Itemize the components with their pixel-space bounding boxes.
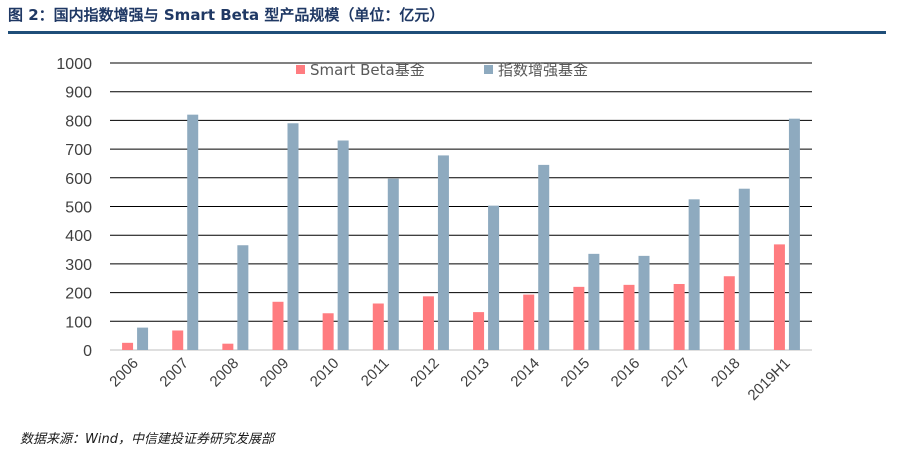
legend-swatch <box>296 65 305 74</box>
bar-smart-beta <box>673 283 685 350</box>
y-tick-label: 900 <box>65 85 92 102</box>
legend-swatch <box>484 65 493 74</box>
x-tick-label: 2018 <box>708 355 744 391</box>
figure-title: 图 2：国内指数增强与 Smart Beta 型产品规模（单位：亿元） <box>8 6 445 24</box>
x-tick-label: 2014 <box>507 355 543 391</box>
bar-index-enhanced <box>738 188 750 350</box>
legend-label: Smart Beta基金 <box>310 61 425 79</box>
bar-smart-beta <box>372 303 384 350</box>
bar-index-enhanced <box>437 155 449 350</box>
title-divider <box>8 31 886 34</box>
bar-smart-beta <box>773 244 785 350</box>
bar-index-enhanced <box>137 327 149 350</box>
y-tick-label: 500 <box>65 200 92 217</box>
y-tick-label: 700 <box>65 142 92 159</box>
x-tick-label: 2012 <box>407 355 443 391</box>
x-tick-label: 2007 <box>156 355 192 391</box>
legend-label: 指数增强基金 <box>498 61 588 79</box>
y-tick-label: 300 <box>65 257 92 274</box>
bar-index-enhanced <box>237 245 249 350</box>
source-note: 数据来源：Wind，中信建投证券研究发展部 <box>20 432 274 447</box>
x-tick-label: 2011 <box>358 355 393 390</box>
bar-index-enhanced <box>287 123 299 351</box>
x-tick-label: 2015 <box>558 355 594 391</box>
bar-smart-beta <box>523 294 535 350</box>
bar-smart-beta <box>122 342 134 350</box>
y-tick-label: 600 <box>65 171 92 188</box>
bar-smart-beta <box>172 330 184 350</box>
x-tick-label: 2009 <box>257 355 293 391</box>
bar-smart-beta <box>272 301 284 350</box>
bar-index-enhanced <box>688 199 700 350</box>
bar-index-enhanced <box>638 255 650 350</box>
bar-smart-beta <box>573 286 585 350</box>
x-tick-label: 2017 <box>658 355 694 391</box>
bar-index-enhanced <box>187 114 199 350</box>
y-tick-label: 0 <box>83 343 92 360</box>
y-tick-label: 1000 <box>56 56 92 73</box>
bar-index-enhanced <box>387 178 399 350</box>
bar-smart-beta <box>473 312 485 350</box>
x-tick-label: 2006 <box>106 355 142 391</box>
y-tick-label: 100 <box>65 314 92 331</box>
bar-index-enhanced <box>337 140 349 350</box>
y-tick-label: 800 <box>65 113 92 130</box>
bar-smart-beta <box>623 284 635 350</box>
bar-index-enhanced <box>488 205 500 350</box>
x-tick-label: 2019H1 <box>745 355 794 404</box>
x-tick-label: 2008 <box>207 355 243 391</box>
y-tick-label: 400 <box>65 228 92 245</box>
bar-index-enhanced <box>588 253 600 350</box>
bar-smart-beta <box>222 343 234 350</box>
bar-index-enhanced <box>788 118 800 350</box>
bar-smart-beta <box>422 296 434 350</box>
x-tick-label: 2010 <box>307 355 343 391</box>
y-tick-label: 200 <box>65 286 92 303</box>
x-tick-label: 2013 <box>457 355 493 391</box>
bar-index-enhanced <box>538 164 550 350</box>
bar-smart-beta <box>723 276 735 350</box>
bar-smart-beta <box>322 313 334 350</box>
x-tick-label: 2016 <box>608 355 644 391</box>
